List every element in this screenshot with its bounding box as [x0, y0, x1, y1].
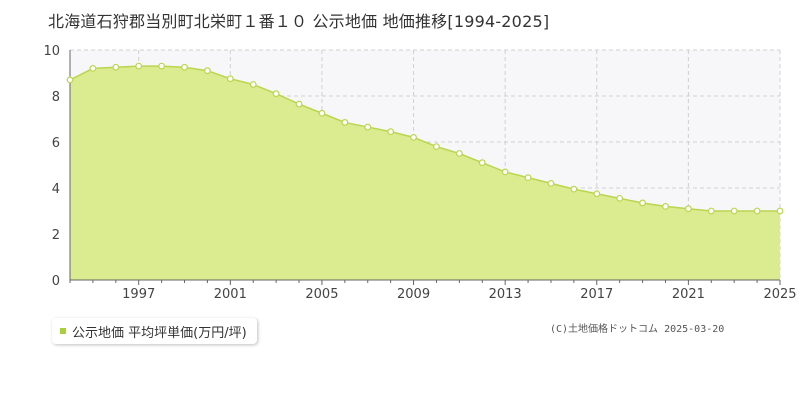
data-point [455, 150, 463, 157]
data-point [341, 119, 349, 126]
y-tick-label: 2 [52, 228, 60, 243]
area-fill [70, 66, 780, 280]
data-point [478, 159, 486, 167]
data-point [616, 194, 624, 202]
data-point [410, 133, 417, 141]
data-point [364, 123, 372, 131]
x-tick-label: 2001 [214, 287, 247, 300]
x-tick-labels: 1997 2001 2005 2009 2013 2017 2021 2025 [122, 287, 796, 300]
data-point [593, 190, 601, 198]
legend-marker-icon [60, 328, 66, 334]
y-tick-label: 4 [52, 182, 60, 197]
x-tick-label: 2017 [580, 287, 613, 300]
data-point [753, 207, 761, 215]
legend-label: 公示地価 平均坪単価(万円/坪) [72, 325, 247, 341]
x-tick-label: 2025 [763, 287, 796, 300]
x-tick-label: 2021 [672, 287, 705, 300]
data-point [501, 168, 509, 176]
axes [69, 50, 781, 285]
data-point [89, 64, 97, 72]
x-tick-label: 2009 [397, 287, 430, 300]
data-point [662, 202, 669, 210]
data-point [318, 109, 326, 117]
legend: 公示地価 平均坪単価(万円/坪) [52, 318, 257, 344]
data-point [112, 63, 120, 71]
data-point [684, 205, 692, 213]
y-tick-label: 0 [52, 274, 60, 289]
data-point [226, 75, 234, 83]
x-tick-label: 2013 [489, 287, 522, 300]
data-point [66, 76, 74, 84]
data-point [181, 63, 188, 71]
chart-title: 北海道石狩郡当別町北栄町１番１０ 公示地価 地価推移[1994-2025] [48, 12, 550, 31]
data-point [295, 100, 303, 108]
data-point [158, 62, 166, 70]
data-point [204, 67, 211, 75]
series-line [69, 65, 780, 212]
data-point [272, 90, 280, 98]
data-point [639, 199, 646, 207]
data-point [387, 128, 395, 136]
data-point [730, 207, 738, 215]
y-tick-labels: 0 2 4 6 8 10 [43, 44, 60, 289]
copyright-credit: (C)土地価格ドットコム 2025-03-20 [550, 324, 725, 335]
data-point [433, 143, 440, 151]
data-point [570, 185, 578, 193]
data-point [135, 62, 143, 70]
data-point [776, 207, 784, 215]
y-tick-label: 8 [52, 90, 60, 105]
data-point [547, 179, 555, 187]
data-point [524, 174, 532, 182]
x-tick-label: 2005 [305, 287, 338, 300]
y-tick-label: 10 [43, 44, 60, 59]
data-point [249, 81, 257, 88]
data-points [66, 62, 784, 215]
x-tick-label: 1997 [122, 287, 155, 300]
y-tick-label: 6 [52, 136, 60, 151]
data-point [707, 207, 715, 215]
area-chart: 0 2 4 6 8 10 1997 2001 2005 2009 2013 2017 2021 2025 [43, 44, 796, 300]
